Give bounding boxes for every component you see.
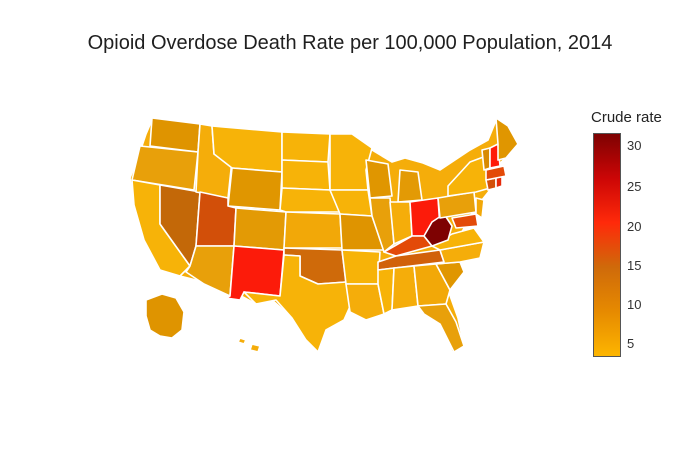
state-hawaii-2 (249, 343, 261, 353)
state-south-dakota (281, 159, 331, 191)
state-kansas (283, 211, 343, 249)
colorbar (593, 133, 621, 357)
state-hawaii (237, 337, 247, 345)
state-wisconsin (365, 159, 393, 199)
state-washington (149, 117, 201, 153)
state-arizona (185, 245, 235, 297)
colorbar-tick-5: 5 (627, 336, 635, 351)
colorbar-title: Crude rate (591, 109, 662, 126)
state-mississippi (377, 267, 395, 315)
chart-title: Opioid Overdose Death Rate per 100,000 P… (87, 32, 613, 54)
state-arkansas (341, 249, 381, 285)
state-texas (243, 254, 353, 353)
state-vermont (481, 147, 491, 171)
colorbar-tick-25: 25 (627, 179, 642, 194)
state-colorado (233, 207, 287, 251)
state-illinois (369, 197, 395, 253)
state-alaska (145, 293, 185, 339)
state-massachusetts (485, 165, 507, 181)
state-wyoming (227, 167, 283, 211)
state-louisiana (345, 283, 385, 321)
state-oregon (131, 145, 199, 191)
state-florida (417, 303, 465, 353)
colorbar-tick-20: 20 (627, 219, 642, 234)
state-michigan (397, 169, 423, 203)
state-new-mexico (225, 245, 285, 301)
state-maine (495, 117, 519, 161)
state-new-jersey (475, 197, 485, 219)
colorbar-tick-15: 15 (627, 258, 642, 273)
state-maryland (451, 213, 479, 229)
state-nebraska (279, 187, 341, 213)
colorbar-tick-10: 10 (627, 297, 642, 312)
colorbar-tick-30: 30 (627, 138, 642, 153)
state-north-dakota (281, 131, 331, 163)
